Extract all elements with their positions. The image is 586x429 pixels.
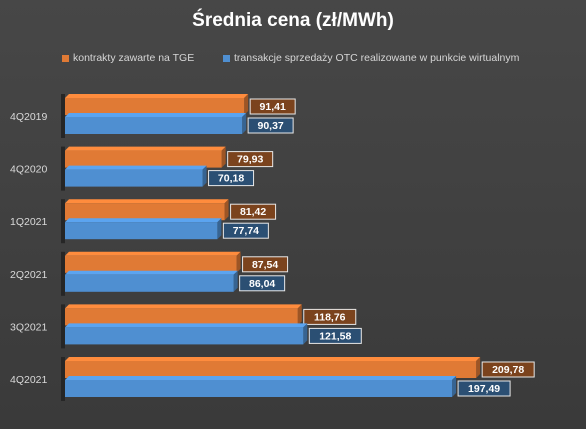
bar-top-face xyxy=(65,376,457,380)
value-label: 197,49 xyxy=(468,383,500,395)
legend-label-tge: kontrakty zawarte na TGE xyxy=(73,52,195,64)
value-label-box xyxy=(230,203,277,220)
value-label: 81,42 xyxy=(240,206,266,218)
bar-side-face xyxy=(236,251,241,273)
value-label-box xyxy=(457,380,511,397)
bar xyxy=(65,150,222,168)
value-label: 90,37 xyxy=(257,120,283,132)
depth-wall xyxy=(61,94,65,138)
bar xyxy=(65,327,304,345)
value-label: 79,93 xyxy=(237,154,263,166)
category-label: 4Q2020 xyxy=(10,164,48,176)
category-label: 4Q2021 xyxy=(10,374,48,386)
category-label: 2Q2021 xyxy=(10,269,48,281)
bar xyxy=(65,222,218,240)
depth-wall xyxy=(61,357,65,401)
bar-top-face xyxy=(65,218,222,223)
bar xyxy=(65,274,234,292)
value-label-box xyxy=(303,308,357,325)
bar-top-face xyxy=(65,357,481,361)
bar-top-face xyxy=(65,251,241,256)
bar-side-face xyxy=(244,94,249,115)
bar-side-face xyxy=(202,165,207,187)
chart-title: Średnia cena (zł/MWh) xyxy=(192,10,394,31)
bar-side-face xyxy=(452,376,457,397)
bar-side-face xyxy=(217,218,222,240)
bar-side-face xyxy=(221,146,226,168)
value-label: 86,04 xyxy=(249,278,275,290)
legend-item-otc: transakcje sprzedaży OTC realizowane w p… xyxy=(223,51,519,65)
bar xyxy=(65,98,245,115)
bar-side-face xyxy=(242,113,247,134)
value-label-box xyxy=(242,256,289,273)
value-label: 91,41 xyxy=(260,101,286,113)
bar xyxy=(65,169,203,187)
bar-top-face xyxy=(65,304,302,309)
bar-top-face xyxy=(65,165,207,170)
value-label-box xyxy=(481,361,535,378)
bar-side-face xyxy=(476,357,481,378)
depth-wall xyxy=(61,304,65,349)
legend-swatch-otc xyxy=(223,54,230,62)
category-label: 1Q2021 xyxy=(10,216,48,228)
value-label-box xyxy=(247,117,294,134)
depth-wall xyxy=(61,199,65,244)
value-label-box xyxy=(308,327,362,344)
value-label-box xyxy=(222,222,269,239)
value-label-box xyxy=(239,275,286,292)
bar-top-face xyxy=(65,270,238,275)
value-label: 87,54 xyxy=(252,259,278,271)
bar xyxy=(65,380,453,397)
legend-swatch-tge xyxy=(62,54,69,62)
bar-side-face xyxy=(303,323,308,345)
bar xyxy=(65,255,237,273)
value-label-box xyxy=(249,98,296,115)
bar xyxy=(65,117,243,134)
depth-wall xyxy=(61,251,65,296)
bar-side-face xyxy=(297,304,302,326)
bar xyxy=(65,361,477,378)
bar-side-face xyxy=(224,199,229,221)
bar xyxy=(65,308,298,326)
bar-top-face xyxy=(65,146,226,151)
legend-item-tge: kontrakty zawarte na TGE xyxy=(62,51,194,65)
bar-side-face xyxy=(233,270,238,292)
value-label-box xyxy=(208,170,255,187)
value-label: 121,58 xyxy=(319,330,351,342)
bar xyxy=(65,203,225,221)
value-label: 209,78 xyxy=(492,364,524,376)
value-label: 70,18 xyxy=(218,173,244,185)
category-label: 4Q2019 xyxy=(10,111,48,123)
bar-top-face xyxy=(65,113,247,117)
value-label: 118,76 xyxy=(314,311,346,323)
depth-wall xyxy=(61,146,65,191)
category-label: 3Q2021 xyxy=(10,321,48,333)
bar-top-face xyxy=(65,323,308,328)
bar-top-face xyxy=(65,199,229,204)
value-label: 77,74 xyxy=(233,225,259,237)
value-label-box xyxy=(227,151,274,168)
legend-label-otc: transakcje sprzedaży OTC realizowane w p… xyxy=(234,52,520,64)
bar-top-face xyxy=(65,94,249,98)
